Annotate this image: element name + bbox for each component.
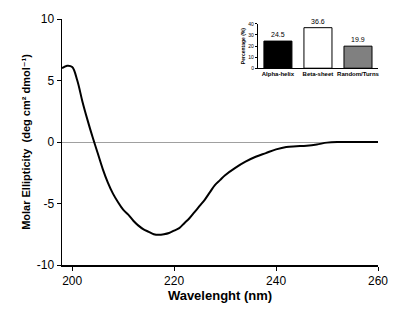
svg-text:Alpha-helix: Alpha-helix <box>262 71 295 77</box>
svg-text:36.6: 36.6 <box>311 18 325 25</box>
svg-text:30: 30 <box>248 32 254 38</box>
svg-text:19.9: 19.9 <box>351 36 365 43</box>
svg-text:200: 200 <box>62 274 82 288</box>
svg-text:Molar Ellipticity (deg cm² dm: Molar Ellipticity (deg cm² dmol⁻¹) <box>20 54 32 230</box>
svg-text:240: 240 <box>266 274 286 288</box>
svg-text:Wavelenght (nm): Wavelenght (nm) <box>168 288 272 303</box>
svg-text:0: 0 <box>251 65 254 71</box>
svg-text:Beta-sheet: Beta-sheet <box>303 71 334 77</box>
svg-text:0: 0 <box>47 135 54 149</box>
svg-text:10: 10 <box>248 54 254 60</box>
svg-text:5: 5 <box>47 74 54 88</box>
svg-text:10: 10 <box>41 12 55 26</box>
svg-text:40: 40 <box>248 21 254 27</box>
svg-text:Percentage (%): Percentage (%) <box>240 28 246 64</box>
svg-text:Random/Turns: Random/Turns <box>337 71 380 77</box>
svg-text:-5: -5 <box>43 197 54 211</box>
svg-text:260: 260 <box>368 274 388 288</box>
svg-text:220: 220 <box>164 274 184 288</box>
svg-text:24.5: 24.5 <box>271 31 285 38</box>
svg-text:20: 20 <box>248 43 254 49</box>
svg-text:-10: -10 <box>37 258 55 272</box>
